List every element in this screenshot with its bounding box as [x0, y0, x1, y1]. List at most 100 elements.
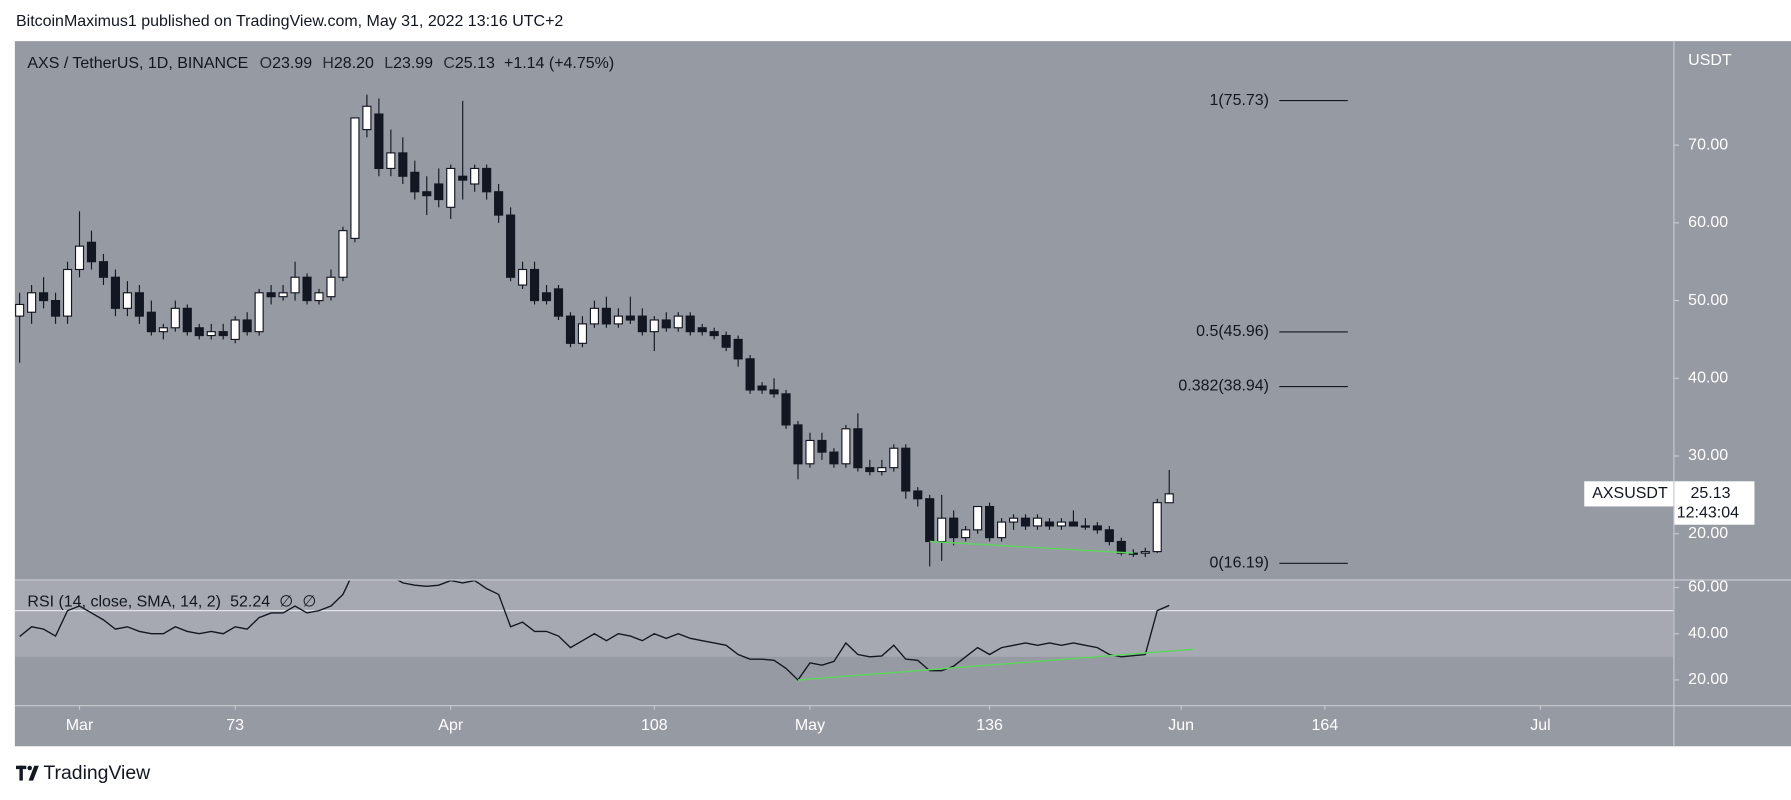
legend-change: +1.14 (+4.75%) [504, 55, 614, 72]
legend-title: AXS / TetherUS, 1D, BINANCE [27, 55, 248, 72]
candle-body [697, 327, 707, 333]
rsi-line [19, 580, 1170, 682]
candle-body [506, 214, 516, 278]
candle-body [362, 105, 372, 131]
candle-body [326, 276, 336, 298]
x-tick-label: 164 [1312, 717, 1339, 734]
candle-body [949, 517, 959, 539]
candle-body [1020, 517, 1031, 527]
candle-body [39, 292, 49, 302]
candle-body [134, 292, 144, 317]
candle-body [781, 393, 791, 426]
x-tick-label: Jul [1530, 717, 1550, 734]
y-tick-label: 50.00 [1688, 292, 1728, 309]
fib-label: 1(75.73) [1209, 92, 1269, 109]
price-trendline [929, 540, 1134, 554]
legend-key: H [322, 55, 334, 72]
price-pane: 1(75.73) 0.5(45.96) 0.382(38.94) 0(16.19) [15, 92, 1348, 572]
rsi-extra: ∅ [302, 594, 316, 611]
candle-body [254, 292, 264, 333]
candle-body [206, 331, 216, 337]
candle-body [841, 428, 851, 465]
candle-body [278, 292, 288, 298]
candle-body [996, 521, 1007, 539]
rsi-trendline [797, 648, 1194, 681]
candle-body [829, 451, 839, 465]
candle-body [182, 307, 192, 333]
candle-body [1092, 525, 1102, 531]
candle-body [1164, 493, 1174, 504]
candle-body [961, 529, 971, 539]
legend-key: C [443, 55, 455, 72]
candle-body [577, 323, 588, 344]
candle-body [494, 191, 504, 216]
candle-body [470, 167, 480, 185]
candle-body [1044, 521, 1055, 527]
candle-body [27, 292, 37, 313]
y-tick-label: 30.00 [1688, 447, 1728, 464]
candle-body [553, 288, 564, 317]
rsi-legend: RSI (14, close, SMA, 14, 2) 52.24 ∅ ∅ [27, 594, 316, 611]
candle-body [1068, 521, 1078, 527]
x-tick-label: Jun [1168, 717, 1194, 734]
candle-body [434, 183, 444, 201]
candle-body [613, 315, 623, 325]
rsi-tick-label: 40.00 [1688, 625, 1728, 642]
candle-body [601, 307, 611, 325]
y-tick-label: 20.00 [1688, 525, 1728, 542]
candle-body [565, 315, 576, 344]
candle-body [446, 167, 456, 208]
candle-body [925, 498, 935, 543]
candle-body [1140, 551, 1150, 554]
candle-body [314, 292, 324, 302]
candle-body [1080, 525, 1090, 528]
candle-body [937, 517, 947, 543]
candle-body [218, 331, 228, 337]
fib-label: 0(16.19) [1209, 555, 1269, 572]
countdown: 12:43:04 [1677, 505, 1739, 522]
footer-brand: TradingView [43, 762, 151, 784]
candle-body [733, 338, 743, 360]
candle-body [1032, 517, 1043, 527]
candle-body [1152, 502, 1162, 553]
candle-body [649, 319, 659, 333]
candle-body [194, 327, 204, 337]
candle-body [62, 268, 73, 317]
candle-body [805, 439, 815, 465]
rsi-value: 52.24 [230, 594, 270, 611]
x-tick-label: May [795, 717, 825, 734]
candle-body [709, 331, 719, 337]
tradingview-logo [15, 765, 39, 781]
rsi-pane [14, 580, 1674, 682]
candle-body [146, 311, 156, 333]
x-tick-label: 108 [641, 717, 668, 734]
legend-value: 28.20 [334, 55, 374, 72]
rsi-tick-label: 20.00 [1688, 671, 1728, 688]
legend-value: 23.99 [393, 55, 433, 72]
candle-body [889, 447, 899, 469]
candle-body [853, 428, 863, 469]
candle-body [529, 268, 540, 302]
candle-body [901, 447, 911, 492]
candle-body [98, 261, 109, 278]
candle-body [757, 385, 767, 391]
x-tick-label: Apr [438, 717, 464, 734]
candle-body [685, 315, 695, 333]
y-tick-label: 60.00 [1688, 214, 1728, 231]
candle-body [74, 245, 85, 271]
candle-body [122, 292, 132, 309]
candle-body [170, 307, 180, 329]
candle-body [877, 467, 887, 473]
x-tick-label: 73 [226, 717, 244, 734]
candle-body [374, 113, 384, 170]
candle-body [769, 389, 779, 395]
candle-body [158, 327, 168, 333]
candle-body [817, 439, 827, 453]
candle-body [541, 292, 552, 302]
candle-body [290, 276, 300, 294]
rsi-tick-label: 60.00 [1688, 579, 1728, 596]
y-tick-label: 70.00 [1688, 136, 1728, 153]
candle-body [745, 358, 755, 391]
